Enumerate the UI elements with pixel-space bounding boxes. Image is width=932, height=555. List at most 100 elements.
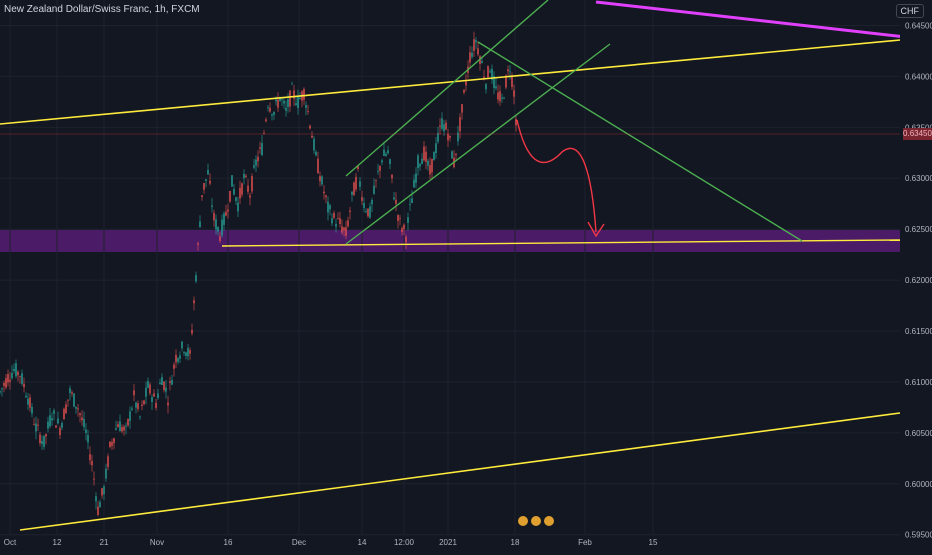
candle-body <box>247 185 249 192</box>
candle-body <box>63 408 65 420</box>
candle-body <box>329 205 331 210</box>
candle-body <box>511 76 513 88</box>
candle-body <box>427 160 429 166</box>
candle-body <box>205 179 207 181</box>
candle-body <box>147 381 149 388</box>
candle-body <box>283 100 285 104</box>
candle-body <box>19 376 21 378</box>
candle-body <box>389 159 391 165</box>
candle-body <box>337 217 339 219</box>
support-yellow-line[interactable] <box>221 239 901 247</box>
event-icon[interactable] <box>518 516 528 526</box>
candle-body <box>281 99 283 101</box>
candle-body <box>137 403 139 410</box>
channel-upper-green-line[interactable] <box>345 0 549 177</box>
candle-body <box>51 418 53 421</box>
candle-body <box>27 398 29 405</box>
candle-body <box>341 226 343 233</box>
x-tick-label: Nov <box>150 538 164 547</box>
price-axis <box>900 0 932 550</box>
candle-body <box>369 206 371 218</box>
candle-body <box>103 486 105 495</box>
candle-body <box>509 71 511 73</box>
candle-body <box>235 197 237 201</box>
candle-body <box>463 90 465 93</box>
candle-body <box>405 236 407 243</box>
candle-body <box>391 174 393 179</box>
candle-body <box>515 119 517 126</box>
candle-body <box>35 423 37 432</box>
candle-body <box>399 218 401 219</box>
candle-body <box>239 187 241 199</box>
candle-body <box>219 236 221 241</box>
currency-button[interactable]: CHF <box>895 4 924 18</box>
candle-body <box>29 397 31 408</box>
channel-lower-green-line[interactable] <box>345 43 611 245</box>
candle-body <box>131 408 133 410</box>
candle-body <box>189 350 191 354</box>
candle-body <box>231 175 233 187</box>
x-tick-label: 15 <box>649 538 658 547</box>
candle-body <box>433 152 435 161</box>
event-icon[interactable] <box>544 516 554 526</box>
candle-body <box>495 86 497 89</box>
candle-body <box>293 90 295 99</box>
candle-body <box>381 160 383 163</box>
candle-body <box>209 180 211 184</box>
candle-body <box>159 382 161 384</box>
candle-body <box>53 410 55 414</box>
x-tick-label: Feb <box>578 538 592 547</box>
candle-body <box>409 204 411 205</box>
candle-body <box>89 454 91 461</box>
candle-body <box>371 200 373 205</box>
candle-body <box>311 135 313 138</box>
candle-body <box>179 355 181 359</box>
candle-body <box>43 435 45 447</box>
candle-body <box>157 393 159 399</box>
upper-yellow-trendline[interactable] <box>0 39 901 125</box>
candle-body <box>345 227 347 236</box>
candle-body <box>421 158 423 165</box>
candle-body <box>485 84 487 90</box>
candle-body <box>133 390 135 396</box>
candle-body <box>365 211 367 213</box>
y-tick-label: 0.60500 <box>905 429 932 438</box>
candle-body <box>191 329 193 334</box>
y-tick-label: 0.61500 <box>905 327 932 336</box>
event-icon[interactable] <box>531 516 541 526</box>
candle-body <box>25 395 27 398</box>
candle-body <box>321 176 323 185</box>
candle-body <box>307 111 309 112</box>
candle-body <box>379 166 381 171</box>
candle-body <box>245 175 247 177</box>
candle-body <box>343 227 345 231</box>
y-tick-label: 0.62500 <box>905 225 932 234</box>
candle-body <box>297 96 299 109</box>
candle-body <box>243 174 245 179</box>
candle-body <box>95 496 97 502</box>
candle-body <box>139 416 141 418</box>
magenta-trendline[interactable] <box>595 0 932 42</box>
x-tick-label: 16 <box>224 538 233 547</box>
candle-body <box>411 198 413 203</box>
x-tick-label: 12 <box>53 538 62 547</box>
candle-body <box>117 424 119 428</box>
candle-body <box>357 165 359 169</box>
candle-body <box>353 182 355 196</box>
candle-body <box>197 243 199 245</box>
candle-body <box>153 393 155 397</box>
candle-body <box>1 388 3 390</box>
x-tick-label: 14 <box>358 538 367 547</box>
descending-green-line[interactable] <box>477 41 803 242</box>
candle-body <box>489 71 491 73</box>
price-layer <box>0 31 517 517</box>
candle-body <box>183 352 185 354</box>
x-tick-label: 21 <box>100 538 109 547</box>
candle-body <box>267 107 269 109</box>
candle-body <box>111 442 113 446</box>
event-icons[interactable] <box>518 516 554 526</box>
lower-yellow-trendline[interactable] <box>19 412 901 531</box>
